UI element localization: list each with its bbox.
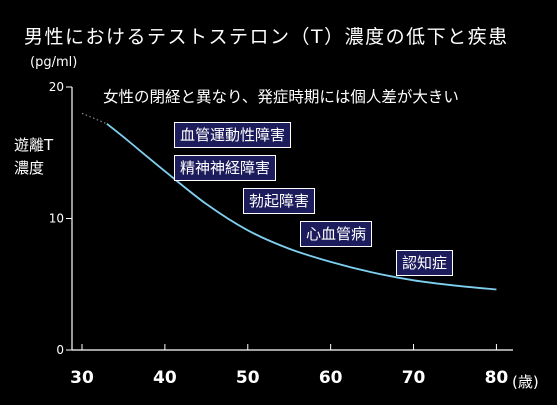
x-tick-label-30: 30 (70, 368, 94, 388)
annotation-cardiovascular: 心血管病 (300, 221, 373, 247)
x-tick-label-80: 80 (485, 368, 509, 388)
y-tick-label-20: 20 (49, 80, 64, 94)
y-axis-label: 遊離T 濃度 (14, 134, 53, 180)
chart-subtitle: 女性の閉経と異なり、発症時期には個人差が大きい (103, 88, 459, 106)
x-tick-label-40: 40 (153, 368, 177, 388)
curve-dotted-extension (81, 112, 108, 125)
annotation-vasomotor: 血管運動性障害 (174, 122, 292, 148)
y-unit-label: (pg/ml) (30, 55, 78, 70)
x-tick-label-60: 60 (319, 368, 343, 388)
x-tick-label-70: 70 (402, 368, 426, 388)
annotation-neuropsychiatric: 精神神経障害 (174, 155, 277, 181)
y-axis-label-line2: 濃度 (14, 159, 45, 177)
testosterone-curve (106, 123, 497, 291)
annotation-erectile: 勃起障害 (243, 188, 316, 214)
y-tick-label-0: 0 (56, 343, 64, 357)
y-axis-label-line1: 遊離T (14, 136, 54, 154)
x-unit-label: (歳) (512, 373, 539, 391)
y-tick-label-10: 10 (49, 212, 64, 226)
chart-title: 男性におけるテストステロン（T）濃度の低下と疾患 (24, 26, 509, 48)
annotation-dementia: 認知症 (396, 250, 454, 276)
x-tick-label-50: 50 (236, 368, 260, 388)
